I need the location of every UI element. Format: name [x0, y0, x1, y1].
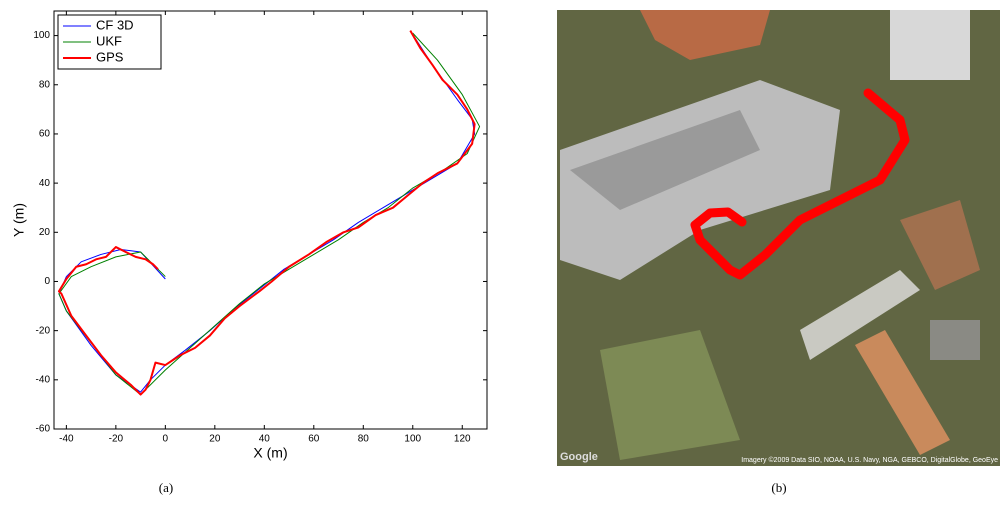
map-building: [800, 270, 920, 360]
map-building: [855, 330, 950, 455]
plot-frame: [53, 10, 488, 430]
y-tick-label: 80: [39, 79, 51, 90]
x-tick-label: -20: [109, 434, 124, 445]
x-tick-label: 40: [259, 434, 271, 445]
x-axis-label: X (m): [253, 445, 287, 461]
x-tick-label: 100: [404, 434, 421, 445]
map-logo: Google: [560, 451, 598, 463]
series-line: [58, 32, 481, 396]
caption: (a): [159, 480, 173, 495]
legend-label: GPS: [96, 49, 124, 64]
map-building: [890, 10, 970, 80]
map-building: [900, 200, 980, 290]
x-tick-label: 120: [454, 434, 471, 445]
y-tick-label: 0: [44, 276, 50, 287]
y-tick-label: 100: [33, 30, 50, 41]
satellite-image: Imagery ©2009 Data SIO, NOAA, U.S. Navy,…: [557, 10, 1000, 466]
map-field: [600, 330, 740, 460]
y-tick-label: -20: [36, 325, 51, 336]
legend-label: CF 3D: [96, 17, 134, 32]
y-axis-label: Y (m): [11, 203, 27, 237]
legend-label: UKF: [96, 33, 122, 48]
x-tick-label: 60: [308, 434, 320, 445]
map-route: [690, 88, 910, 280]
series-line: [58, 30, 476, 393]
map-building: [570, 110, 760, 210]
x-tick-label: 80: [358, 434, 370, 445]
map-building: [640, 10, 770, 60]
caption: (b): [771, 480, 786, 495]
series-line: [57, 30, 476, 396]
x-tick-label: 20: [209, 434, 221, 445]
y-tick-label: 40: [39, 178, 51, 189]
y-tick-label: 60: [39, 129, 51, 140]
map-building: [560, 80, 840, 280]
y-tick-label: 20: [39, 227, 51, 238]
x-tick-label: 0: [163, 434, 169, 445]
map-credit: Imagery ©2009 Data SIO, NOAA, U.S. Navy,…: [741, 456, 998, 464]
y-tick-label: -40: [36, 374, 51, 385]
y-tick-label: -60: [36, 424, 51, 435]
x-tick-label: -40: [59, 434, 74, 445]
map-building: [930, 320, 980, 360]
